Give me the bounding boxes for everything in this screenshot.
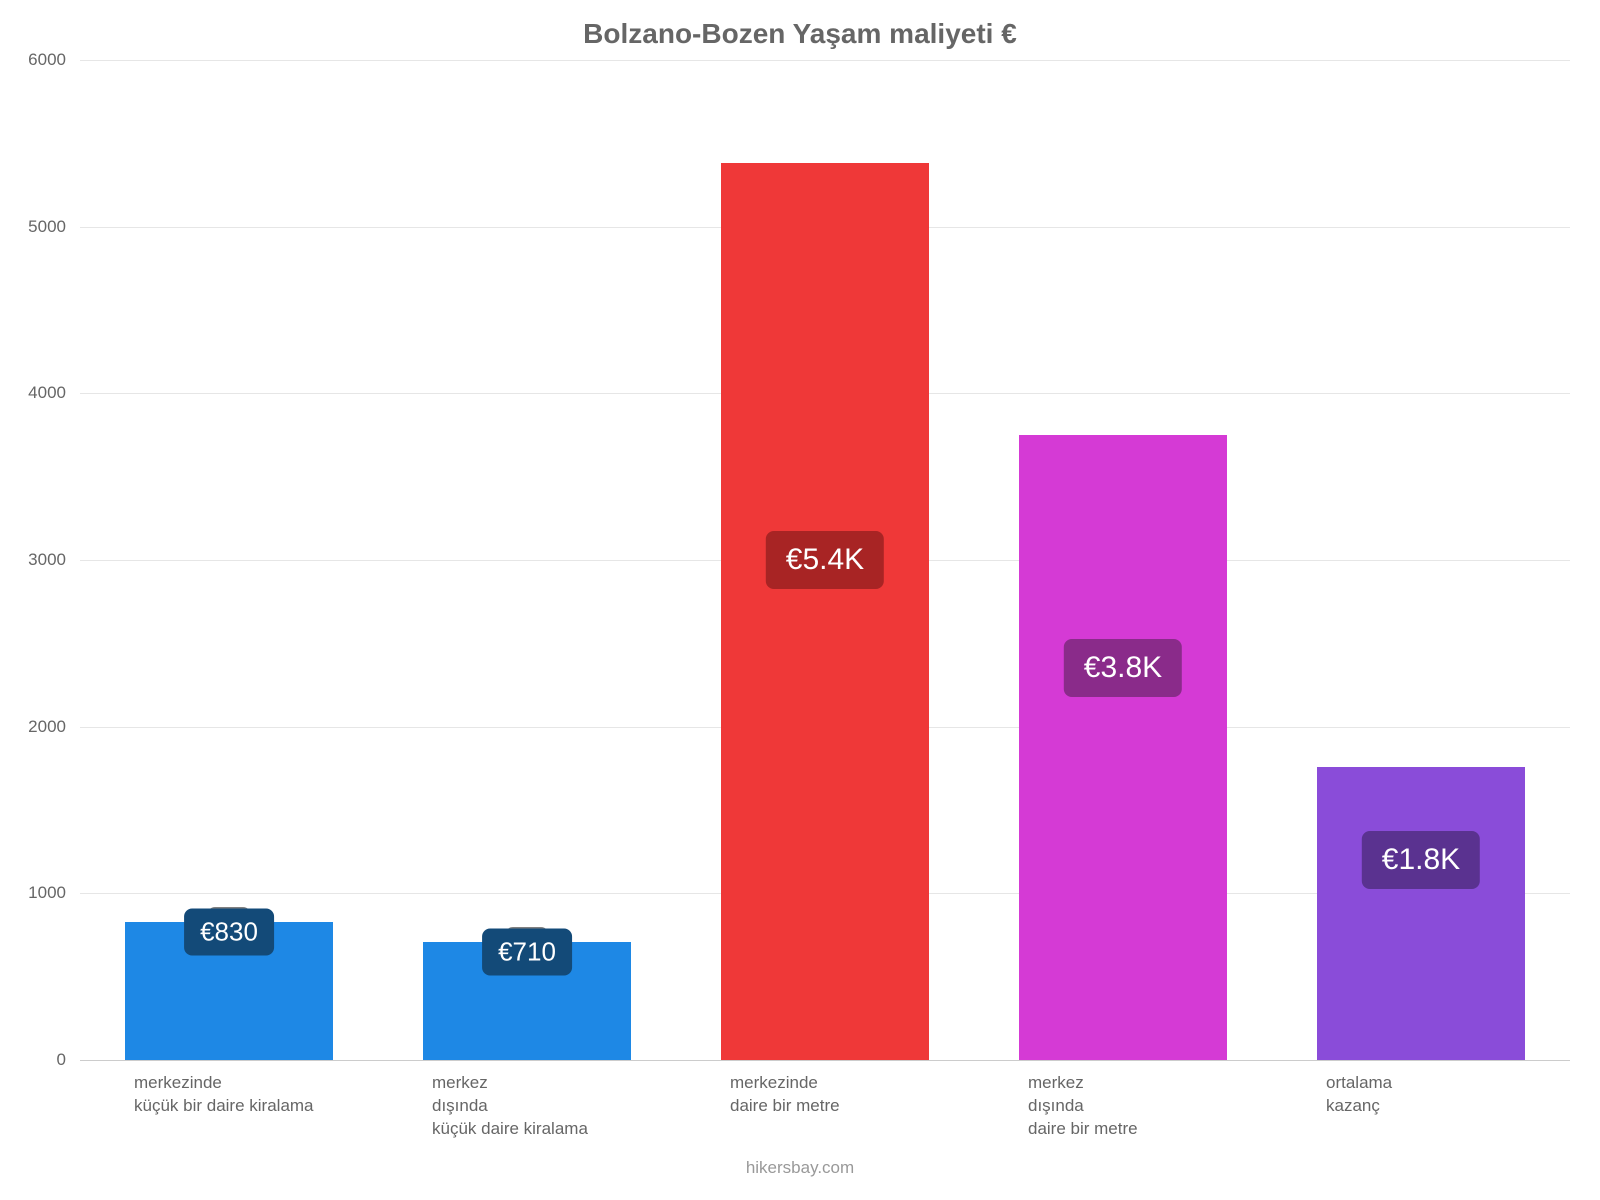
y-tick-label: 1000 [10,883,66,903]
x-tick-label: merkez dışında küçük daire kiralama [432,1072,588,1141]
credit-text: hikersbay.com [0,1158,1600,1178]
chart-stage: Bolzano-Bozen Yaşam maliyeti € 010002000… [0,0,1600,1200]
y-tick-label: 5000 [10,217,66,237]
chart-title: Bolzano-Bozen Yaşam maliyeti € [0,18,1600,50]
gridline [80,1060,1570,1061]
bar [1019,435,1228,1060]
bar [1317,767,1526,1060]
bar-value-label: €710 [482,928,572,975]
x-tick-label: merkez dışında daire bir metre [1028,1072,1138,1141]
y-tick-label: 6000 [10,50,66,70]
x-tick-label: ortalama kazanç [1326,1072,1392,1118]
y-tick-label: 0 [10,1050,66,1070]
bar-value-label: €830 [184,908,274,955]
x-tick-label: merkezinde küçük bir daire kiralama [134,1072,314,1118]
gridline [80,60,1570,61]
bar [721,163,930,1060]
x-tick-label: merkezinde daire bir metre [730,1072,840,1118]
bar-value-label: €3.8K [1064,639,1182,697]
plot-area: 0100020003000400050006000€830merkezinde … [80,60,1570,1060]
y-tick-label: 4000 [10,383,66,403]
bar-value-label: €1.8K [1362,831,1480,889]
y-tick-label: 3000 [10,550,66,570]
y-tick-label: 2000 [10,717,66,737]
bar-value-label: €5.4K [766,531,884,589]
